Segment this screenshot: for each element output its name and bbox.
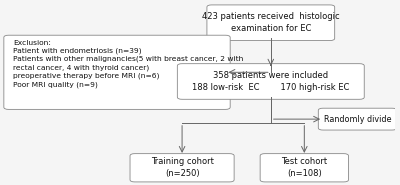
- Text: Test cohort
(n=108): Test cohort (n=108): [281, 157, 327, 178]
- FancyBboxPatch shape: [318, 108, 397, 130]
- FancyBboxPatch shape: [4, 35, 230, 109]
- Text: Training cohort
(n=250): Training cohort (n=250): [151, 157, 214, 178]
- FancyBboxPatch shape: [177, 64, 364, 99]
- FancyBboxPatch shape: [260, 154, 348, 182]
- Text: Randomly divide: Randomly divide: [324, 115, 391, 124]
- Text: Exclusion:
Patient with endometriosis (n=39)
Patients with other malignancies(5 : Exclusion: Patient with endometriosis (n…: [13, 40, 244, 88]
- FancyBboxPatch shape: [207, 5, 335, 41]
- Text: 423 patients received  histologic
examination for EC: 423 patients received histologic examina…: [202, 12, 340, 33]
- FancyBboxPatch shape: [130, 154, 234, 182]
- Text: 358 patients were included
188 low-risk  EC        170 high-risk EC: 358 patients were included 188 low-risk …: [192, 71, 350, 92]
